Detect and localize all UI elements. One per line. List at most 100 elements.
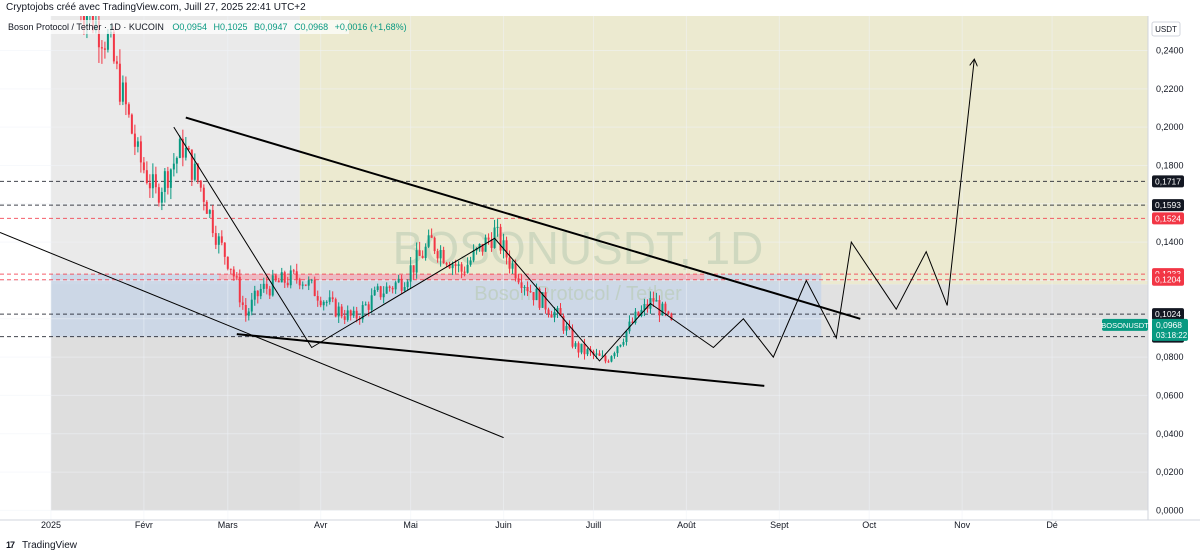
last-price: 0,0968 (1156, 320, 1182, 330)
candle-body-2025-05-06 (424, 246, 427, 259)
y-tick-12: 0,2400 (1156, 45, 1184, 55)
candle-body-2025-06-19 (556, 308, 559, 312)
candle-body-2025-05-16 (454, 264, 457, 267)
candle-body-2025-03-04 (235, 276, 238, 278)
candle-body-2025-06-09 (526, 287, 529, 292)
level-tag-bg-4 (1152, 273, 1184, 286)
candle-body-2025-02-23 (208, 210, 211, 214)
candle-body-2025-02-16 (187, 148, 190, 150)
y-tick-10: 0,2000 (1156, 122, 1184, 132)
candle-body-2025-05-09 (433, 237, 436, 252)
symbol-tag: BOSONUSDT (1101, 321, 1149, 330)
candle-body-2025-04-21 (379, 286, 382, 298)
candle-body-2025-01-23 (115, 61, 118, 64)
candle-body-2025-05-30 (496, 226, 499, 228)
x-tick-1: Févr (135, 520, 153, 530)
candle-body-2025-01-28 (130, 114, 133, 134)
legend-high: H0,1025 (213, 22, 247, 32)
x-tick-0: 2025 (41, 520, 61, 530)
currency-button-label[interactable]: USDT (1155, 25, 1177, 34)
candle-body-2025-05-13 (445, 263, 448, 265)
legend-symbol: Boson Protocol / Tether · 1D · KUCOIN (8, 22, 164, 32)
candle-body-2025-07-11 (622, 342, 625, 345)
candle-body-2025-03-21 (286, 282, 289, 286)
chart-credit: Cryptojobs créé avec TradingView.com, Ju… (0, 0, 1200, 16)
candle-body-2025-02-21 (202, 187, 205, 202)
candle-body-2025-05-04 (418, 250, 421, 256)
candle-body-2025-02-06 (157, 187, 160, 203)
candle-body-2025-07-21 (652, 298, 655, 302)
candle-body-2025-05-26 (484, 237, 487, 252)
currency-button[interactable]: USDT (1151, 21, 1181, 37)
level-tag-0: 0,1717 (1155, 176, 1181, 186)
candles (80, 16, 673, 364)
candle-body-2025-01-22 (112, 32, 115, 62)
candle-body-2025-06-12 (535, 288, 538, 301)
candle-body-2025-02-20 (199, 180, 202, 188)
candle-body-2025-03-20 (283, 272, 286, 283)
level-tag-bg-2 (1152, 212, 1184, 225)
price-chart[interactable]: BOSONUSDT, 1D Boson Protocol / Tether 0,… (0, 16, 1200, 536)
candle-body-2025-07-04 (601, 355, 604, 357)
candle-body-2025-02-05 (154, 174, 157, 188)
candle-body-2025-02-27 (220, 236, 223, 243)
candle-body-2025-02-01 (142, 162, 145, 171)
candle-body-2025-05-17 (457, 264, 460, 267)
candle-body-2025-03-29 (310, 279, 313, 281)
currency-button-frame[interactable] (1151, 21, 1181, 37)
candle-body-2025-07-05 (604, 355, 607, 362)
candle-body-2025-02-13 (178, 138, 181, 158)
candle-body-2025-04-23 (385, 286, 388, 294)
candle-body-2025-03-23 (292, 270, 295, 272)
candle-body-2025-05-11 (439, 249, 442, 259)
candle-body-2025-06-20 (559, 308, 562, 316)
candle-body-2025-05-02 (412, 265, 415, 273)
candle-body-2025-06-07 (520, 282, 523, 289)
candle-body-2025-06-06 (517, 278, 520, 283)
candle-body-2025-05-28 (490, 239, 493, 248)
candle-body-2025-06-27 (580, 343, 583, 353)
watermark-ticker: BOSONUSDT, 1D (393, 222, 764, 274)
candle-body-2025-07-08 (613, 353, 616, 357)
candle-body-2025-04-04 (328, 297, 331, 302)
legend-change: +0,0016 (+1,68%) (335, 22, 407, 32)
candle-body-2025-06-13 (538, 288, 541, 308)
candle-body-2025-02-02 (145, 170, 148, 184)
x-tick-6: Juill (586, 520, 602, 530)
zone-1 (299, 16, 1148, 285)
candle-body-2025-04-29 (403, 287, 406, 291)
y-tick-0: 0,0000 (1156, 505, 1184, 515)
candle-body-2025-02-15 (184, 148, 187, 158)
y-tick-11: 0,2200 (1156, 84, 1184, 94)
candle-body-2025-04-12 (352, 310, 355, 316)
candle-body-2025-07-14 (631, 321, 634, 323)
candle-body-2025-01-19 (103, 48, 106, 50)
candle-body-2025-03-26 (301, 284, 304, 286)
candle-body-2025-04-13 (355, 310, 358, 319)
y-tick-7: 0,1400 (1156, 237, 1184, 247)
candle-body-2025-06-23 (568, 326, 571, 329)
candle-body-2025-07-22 (655, 300, 658, 302)
legend-close: C0,0968 (294, 22, 328, 32)
candle-body-2025-05-08 (430, 235, 433, 238)
x-tick-9: Oct (862, 520, 877, 530)
candle-body-2025-04-08 (340, 306, 343, 317)
candle-body-2025-07-07 (610, 356, 613, 362)
candle-body-2025-02-04 (151, 174, 154, 189)
candle-body-2025-04-27 (397, 278, 400, 283)
candle-body-2025-04-22 (382, 293, 385, 298)
candle-body-2025-02-09 (166, 171, 169, 188)
time-axis[interactable]: 2025 Févr Mars Avr Mai Juin Juill Août Sept Oct No… (41, 520, 1058, 530)
candle-body-2025-04-18 (370, 295, 373, 310)
candle-body-2025-05-20 (466, 264, 469, 273)
candle-body-2025-02-28 (223, 242, 226, 257)
candle-body-2025-03-05 (238, 276, 241, 303)
candle-body-2025-04-11 (349, 310, 352, 316)
candle-body-2025-06-14 (541, 292, 544, 308)
level-tag-bg-5 (1152, 308, 1184, 321)
candle-body-2025-03-02 (229, 268, 232, 270)
candle-body-2025-01-24 (118, 63, 121, 102)
candle-body-2025-03-31 (316, 296, 319, 301)
x-tick-5: Juin (495, 520, 512, 530)
